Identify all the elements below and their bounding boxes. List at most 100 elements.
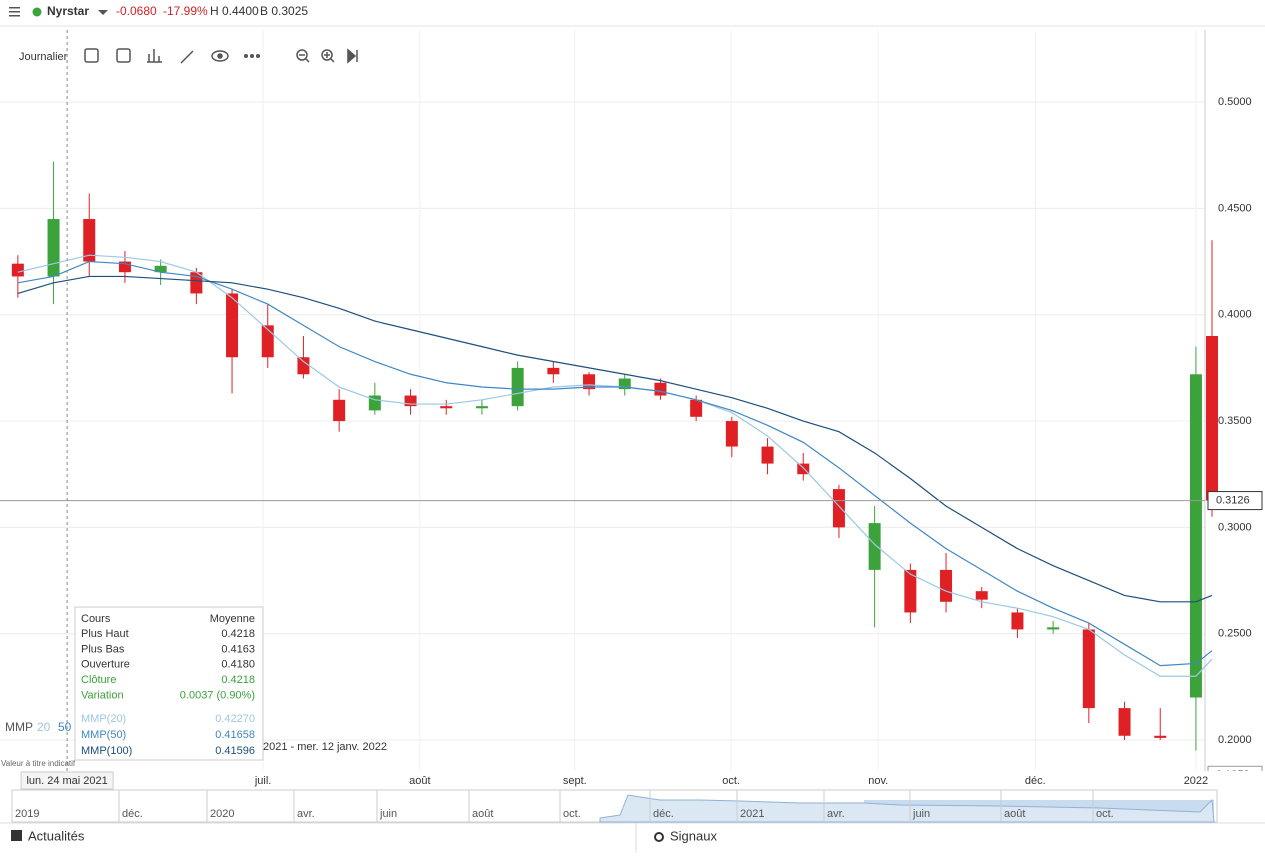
navigator-label: juin [379, 808, 397, 820]
candle-body [1154, 735, 1167, 738]
tooltip-value: 0.4163 [221, 643, 255, 655]
tooltip-mmp-value: 0.42270 [215, 713, 255, 725]
candle-body [154, 265, 167, 273]
candle-body [475, 406, 488, 409]
candle-body [297, 357, 310, 375]
mmp-period: 50 [58, 720, 72, 734]
candle-body [1047, 627, 1060, 630]
candle-body [761, 446, 774, 464]
candle-body [618, 378, 631, 390]
x-tick-label: juil. [254, 775, 272, 787]
x-tick-label: nov. [868, 775, 888, 787]
candle-body [940, 569, 953, 602]
candle-body [11, 263, 24, 277]
navigator-label: oct. [563, 808, 581, 820]
y-tick-label: 0.4000 [1218, 309, 1252, 321]
range: 2021 - mer. 12 janv. 2022 [263, 741, 387, 753]
candle-body [797, 463, 810, 475]
navigator [11, 789, 1218, 823]
tooltip-box [74, 606, 264, 761]
y-tick-label: 0.4500 [1218, 202, 1252, 214]
candle-body [226, 293, 239, 358]
navigator-label: 2021 [740, 808, 764, 820]
candle-body [725, 421, 738, 447]
signals-tab[interactable]: Signaux [670, 828, 717, 843]
candle-body [975, 591, 988, 600]
news-icon [11, 830, 22, 841]
high: H 0.4400 [210, 4, 259, 18]
tooltip: Cours Moyenne Plus Haut 0.4218 Plus Bas 0.416… [74, 606, 264, 761]
candle-body [547, 367, 560, 375]
mmp-period: 20 [37, 720, 51, 734]
x-axis-band [0, 771, 1265, 791]
navigator-label: déc. [653, 808, 674, 820]
crosshair-badge [20, 771, 114, 790]
x-tick-label: août [409, 775, 430, 787]
bg-legend: MMP 20 50 2021 - mer. 12 janv. 2022 Vale… [1, 720, 387, 768]
tooltip-mmp-name: MMP(100) [81, 745, 132, 757]
interval[interactable]: Journalier [19, 51, 68, 63]
candle-body [333, 399, 346, 422]
tooltip-label: Variation [81, 690, 124, 702]
candle-body [1011, 612, 1024, 630]
symbol[interactable]: Nyrstar [47, 4, 89, 18]
candle-body [1082, 629, 1095, 709]
candle-body [47, 219, 60, 277]
candle-body [690, 399, 703, 417]
candle-body [832, 489, 845, 528]
tooltip-mmp-name: MMP(20) [81, 713, 126, 725]
y-tick-label: 0.5000 [1218, 96, 1252, 108]
navigator-label: 2020 [210, 808, 234, 820]
tooltip-value: 0.4218 [221, 628, 255, 640]
tooltip-label: Plus Bas [81, 643, 125, 655]
tooltip-value: 0.0037 (0.90%) [180, 690, 255, 702]
moving-average [17, 275, 1213, 603]
candle-body [261, 325, 274, 358]
signals-icon [654, 832, 664, 842]
change-pct: -17.99% [163, 4, 208, 18]
navigator-label: août [472, 808, 493, 820]
y-tick-label: 0.2000 [1218, 734, 1252, 746]
last-price-label: 0.3126 [1216, 494, 1250, 506]
navigator-label: 2019 [15, 808, 39, 820]
candle-body [1189, 374, 1202, 698]
y-tick-label: 0.2500 [1218, 628, 1252, 640]
candle-body [404, 395, 417, 407]
candle-body [654, 382, 667, 396]
x-tick-label: déc. [1025, 775, 1046, 787]
x-tick-label: sept. [563, 775, 587, 787]
last-price-badge [1207, 491, 1263, 511]
navigator-area [599, 794, 1215, 823]
candle-body [904, 569, 917, 613]
candle-body [118, 261, 131, 273]
candle-body [1118, 708, 1131, 736]
tooltip-label: Plus Haut [81, 628, 129, 640]
candle-body [83, 219, 96, 262]
navigator-label: avr. [297, 808, 315, 820]
y-tick-label: 0.3000 [1218, 521, 1252, 533]
x-tick-label: 2022 [1184, 775, 1208, 787]
crosshair-label: lun. 24 mai 2021 [26, 775, 107, 787]
navigator-label: déc. [122, 808, 143, 820]
tooltip-mmp-value: 0.41596 [215, 745, 255, 757]
status-dot [32, 7, 42, 17]
menu-icon[interactable] [9, 7, 20, 17]
tooltip-head: Cours [81, 613, 111, 625]
tooltip-value: 0.4180 [221, 659, 255, 671]
news-tab[interactable]: Actualités [28, 828, 85, 843]
navigator-label: avr. [827, 808, 845, 820]
tooltip-head: Moyenne [210, 613, 255, 625]
change: -0.0680 [116, 4, 157, 18]
tooltip-value: 0.4218 [221, 674, 255, 686]
dropdown[interactable] [98, 10, 108, 15]
toolbar-icons[interactable] [84, 48, 358, 64]
navigator-label: juin [912, 808, 930, 820]
y-tick-label: 0.3500 [1218, 415, 1252, 427]
candle-body [1206, 335, 1218, 501]
moving-average [17, 260, 1213, 667]
tooltip-label: Ouverture [81, 659, 130, 671]
tooltip-label: Clôture [81, 674, 116, 686]
navigator-label: oct. [1096, 808, 1114, 820]
low: B 0.3025 [260, 4, 308, 18]
